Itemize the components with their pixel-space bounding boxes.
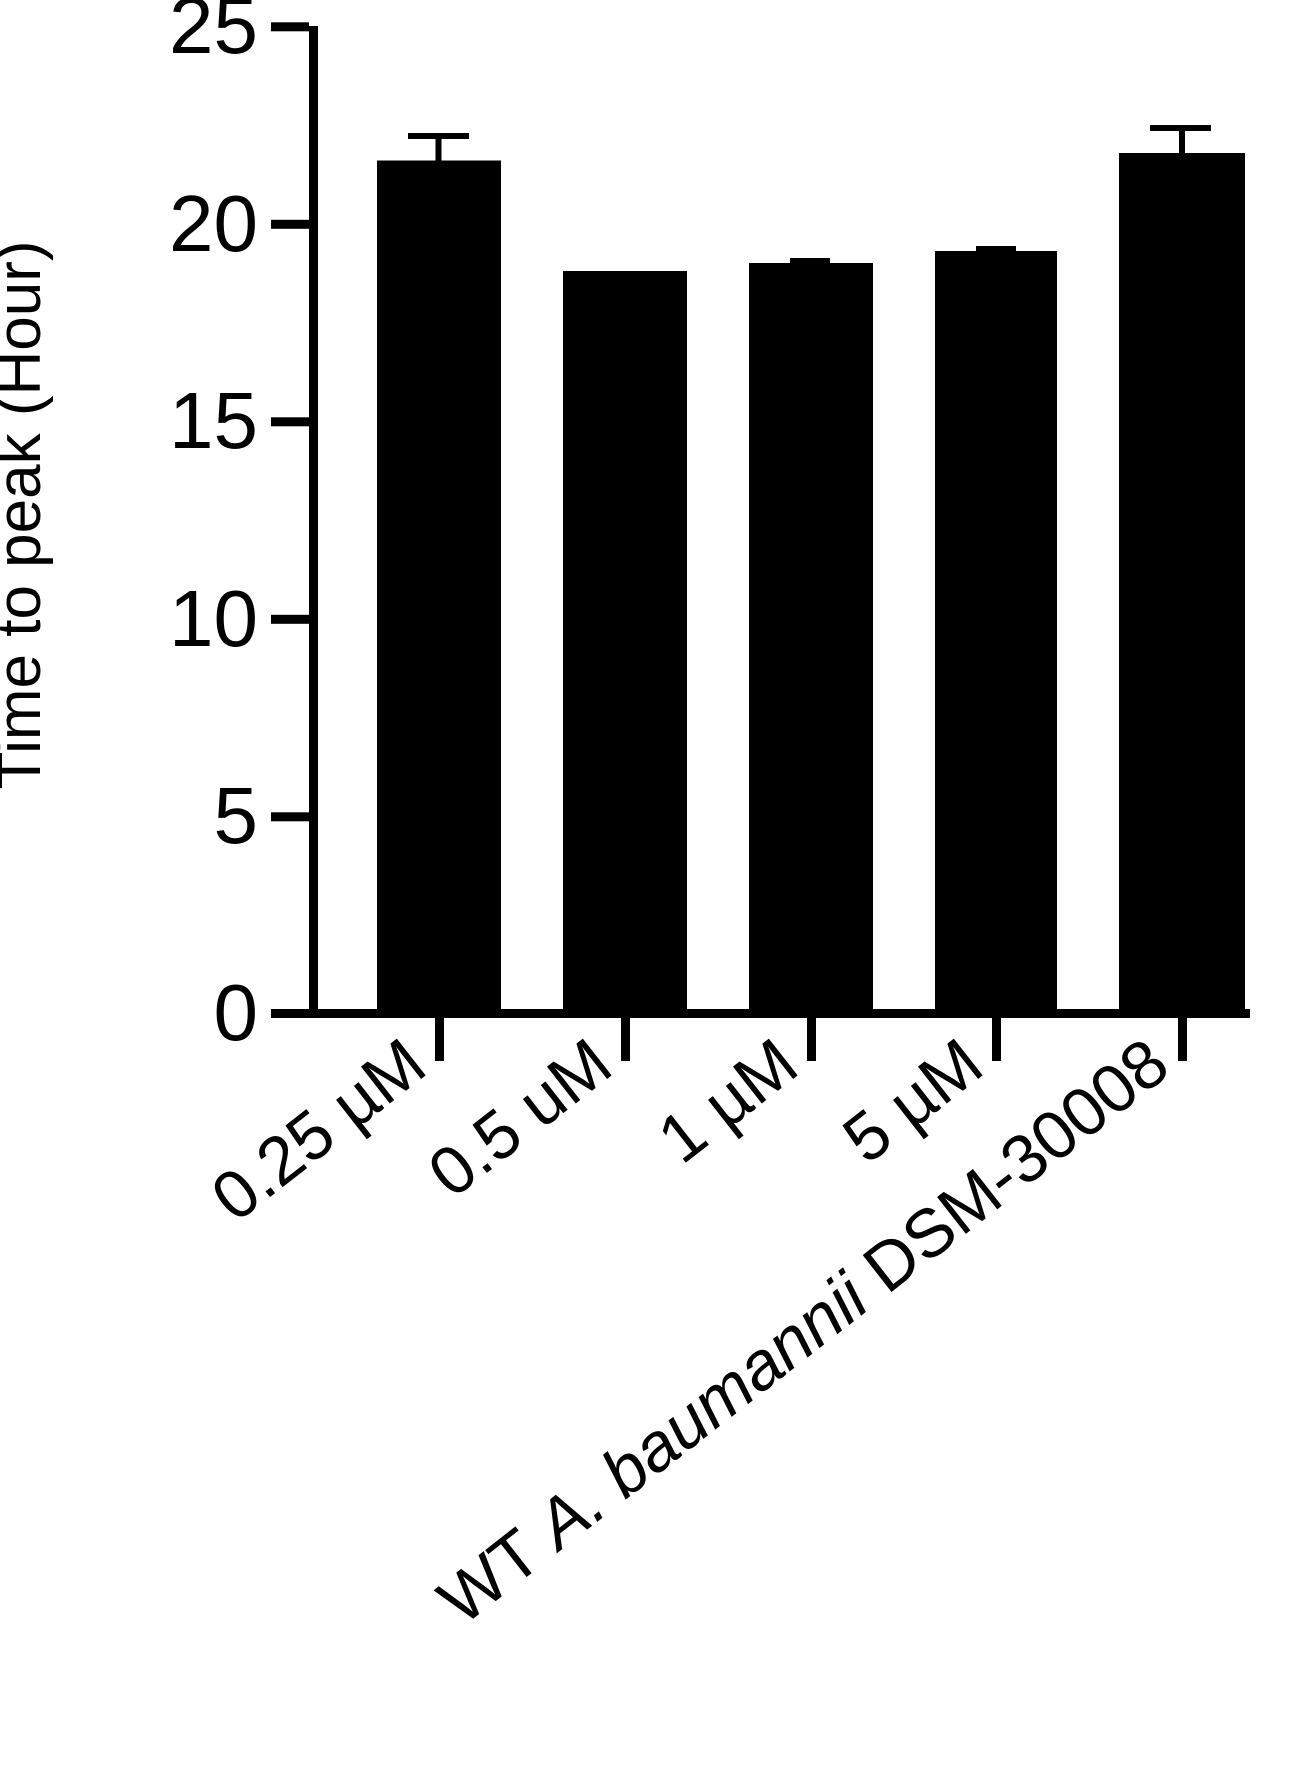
svg-text:10: 10 [169,574,258,663]
svg-text:Time to peak (Hour): Time to peak (Hour) [0,241,54,790]
svg-text:15: 15 [169,376,258,465]
svg-text:25: 25 [169,0,258,70]
svg-text:5: 5 [214,771,259,860]
svg-text:20: 20 [169,179,258,268]
svg-text:0: 0 [214,968,259,1057]
